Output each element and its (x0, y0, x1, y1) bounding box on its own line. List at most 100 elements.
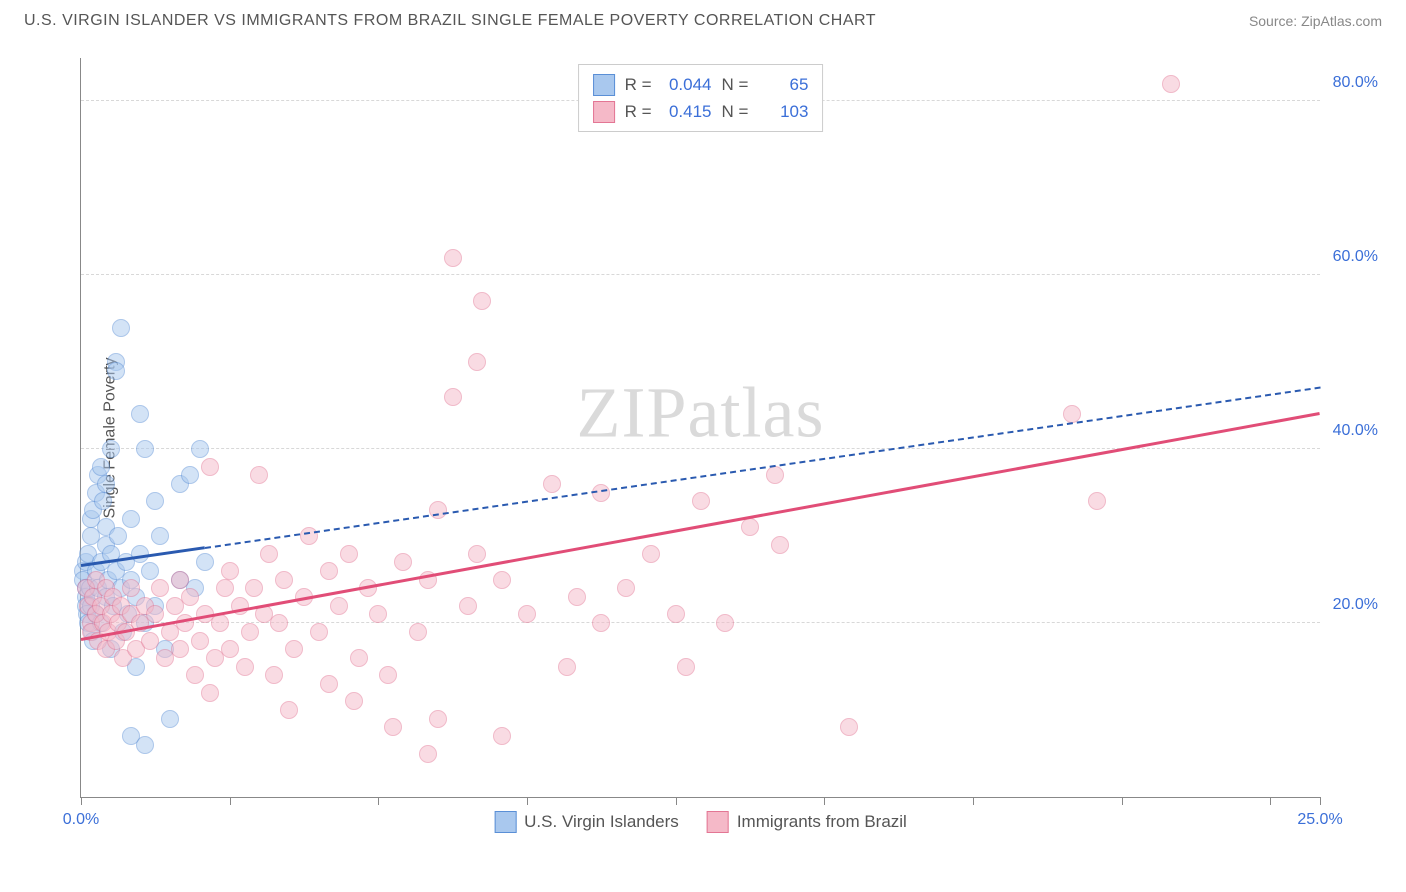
data-point (766, 466, 784, 484)
x-tick-label: 25.0% (1297, 811, 1342, 829)
r-value: 0.415 (662, 98, 712, 125)
data-point (275, 571, 293, 589)
data-point (171, 571, 189, 589)
y-tick-label: 20.0% (1333, 596, 1378, 614)
data-point (558, 658, 576, 676)
x-tick (527, 797, 528, 805)
x-tick (81, 797, 82, 805)
data-point (310, 623, 328, 641)
gridline (81, 274, 1320, 275)
chart-title: U.S. VIRGIN ISLANDER VS IMMIGRANTS FROM … (24, 12, 876, 30)
data-point (280, 701, 298, 719)
data-point (181, 588, 199, 606)
data-point (330, 597, 348, 615)
n-value: 65 (758, 71, 808, 98)
data-point (161, 710, 179, 728)
data-point (97, 475, 115, 493)
trend-line (205, 386, 1320, 548)
data-point (250, 466, 268, 484)
x-tick-label: 0.0% (63, 811, 99, 829)
data-point (384, 718, 402, 736)
y-tick-label: 60.0% (1333, 248, 1378, 266)
r-label: R = (625, 98, 652, 125)
data-point (94, 492, 112, 510)
x-tick (824, 797, 825, 805)
legend-item-series-2: Immigrants from Brazil (707, 811, 907, 833)
r-label: R = (625, 71, 652, 98)
data-point (419, 745, 437, 763)
y-tick-label: 40.0% (1333, 422, 1378, 440)
data-point (196, 553, 214, 571)
data-point (102, 440, 120, 458)
data-point (136, 440, 154, 458)
data-point (122, 510, 140, 528)
data-point (285, 640, 303, 658)
data-point (201, 458, 219, 476)
x-tick (1270, 797, 1271, 805)
data-point (122, 579, 140, 597)
swatch-icon (707, 811, 729, 833)
n-label: N = (722, 98, 749, 125)
data-point (241, 623, 259, 641)
data-point (667, 605, 685, 623)
data-point (151, 527, 169, 545)
data-point (741, 518, 759, 536)
data-point (1162, 75, 1180, 93)
data-point (151, 579, 169, 597)
data-point (320, 675, 338, 693)
data-point (409, 623, 427, 641)
data-point (171, 640, 189, 658)
data-point (592, 614, 610, 632)
data-point (716, 614, 734, 632)
data-point (141, 632, 159, 650)
data-point (350, 649, 368, 667)
data-point (131, 405, 149, 423)
data-point (236, 658, 254, 676)
data-point (191, 632, 209, 650)
data-point (186, 666, 204, 684)
data-point (429, 710, 447, 728)
watermark: ZIPatlas (577, 371, 825, 454)
series-legend: U.S. Virgin Islanders Immigrants from Br… (494, 811, 907, 833)
x-tick (1320, 797, 1321, 805)
data-point (300, 527, 318, 545)
data-point (468, 545, 486, 563)
series-name: Immigrants from Brazil (737, 812, 907, 832)
data-point (136, 736, 154, 754)
data-point (221, 562, 239, 580)
x-tick (230, 797, 231, 805)
data-point (201, 684, 219, 702)
data-point (568, 588, 586, 606)
chart-container: Single Female Poverty ZIPatlas R = 0.044… (50, 48, 1380, 828)
data-point (379, 666, 397, 684)
data-point (245, 579, 263, 597)
data-point (840, 718, 858, 736)
data-point (369, 605, 387, 623)
data-point (493, 571, 511, 589)
data-point (112, 319, 130, 337)
r-value: 0.044 (662, 71, 712, 98)
data-point (543, 475, 561, 493)
data-point (345, 692, 363, 710)
swatch-icon (494, 811, 516, 833)
data-point (260, 545, 278, 563)
data-point (394, 553, 412, 571)
y-tick-label: 80.0% (1333, 74, 1378, 92)
data-point (692, 492, 710, 510)
data-point (444, 249, 462, 267)
data-point (459, 597, 477, 615)
x-tick (676, 797, 677, 805)
data-point (270, 614, 288, 632)
legend-row-series-1: R = 0.044 N = 65 (593, 71, 809, 98)
source-attribution: Source: ZipAtlas.com (1249, 13, 1382, 29)
data-point (493, 727, 511, 745)
series-name: U.S. Virgin Islanders (524, 812, 679, 832)
swatch-icon (593, 101, 615, 123)
x-tick (378, 797, 379, 805)
swatch-icon (593, 74, 615, 96)
data-point (191, 440, 209, 458)
data-point (677, 658, 695, 676)
data-point (617, 579, 635, 597)
data-point (181, 466, 199, 484)
data-point (109, 527, 127, 545)
